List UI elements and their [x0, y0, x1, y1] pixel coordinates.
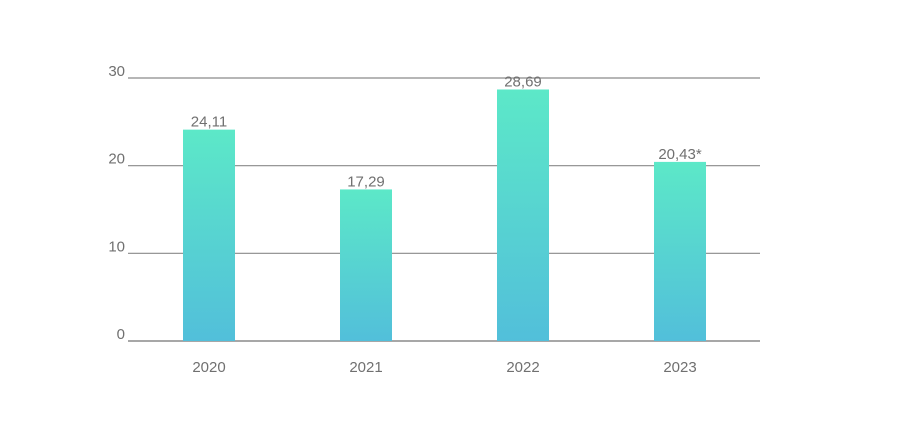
y-tick-label: 20 [108, 151, 125, 168]
x-axis-ticks: 2020 2021 2022 2023 [192, 359, 696, 376]
x-tick-label-2023: 2023 [663, 359, 696, 376]
data-label-2023: 20,43* [658, 146, 702, 163]
data-label-2020: 24,11 [191, 114, 227, 131]
x-tick-label-2020: 2020 [192, 359, 225, 376]
y-tick-label: 10 [108, 238, 125, 255]
data-label-2022: 28,69 [504, 73, 542, 90]
y-tick-label: 0 [117, 326, 125, 343]
bar-2020 [183, 129, 235, 341]
bar-2022 [497, 89, 549, 341]
bar-2023 [654, 161, 706, 341]
data-labels: 24,11 17,29 28,69 20,43* [191, 73, 702, 190]
data-label-2021: 17,29 [347, 173, 385, 190]
x-tick-label-2022: 2022 [506, 359, 539, 376]
bars [183, 89, 706, 341]
x-tick-label-2021: 2021 [349, 359, 382, 376]
y-tick-label: 30 [108, 63, 125, 80]
bar-2021 [340, 189, 392, 341]
y-axis-ticks: 0 10 20 30 [108, 63, 125, 343]
